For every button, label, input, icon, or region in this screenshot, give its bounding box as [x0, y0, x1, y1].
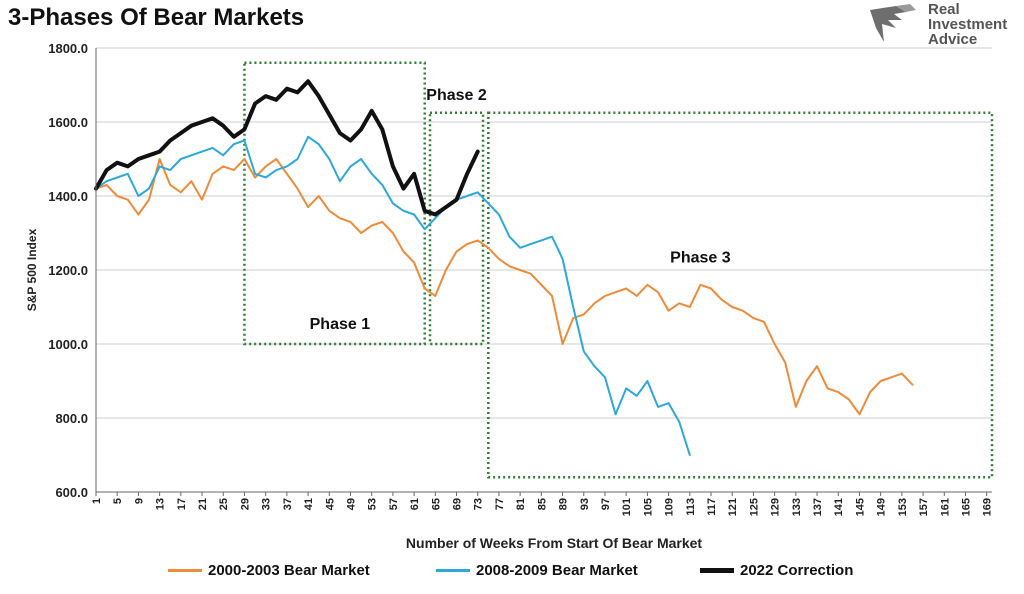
- x-tick-label: 9: [133, 498, 145, 504]
- x-tick-label: 105: [642, 498, 654, 516]
- x-tick-label: 25: [218, 498, 230, 510]
- x-tick-label: 13: [155, 498, 167, 510]
- legend-label: 2008-2009 Bear Market: [476, 562, 638, 579]
- legend-item-2022: 2022 Correction: [700, 562, 853, 579]
- y-tick-label: 1800.0: [48, 41, 88, 56]
- legend-swatch: [436, 569, 470, 572]
- x-tick-label: 17: [176, 498, 188, 510]
- legend-swatch: [168, 569, 202, 572]
- y-tick-label: 1200.0: [48, 263, 88, 278]
- legend-item-2000-2003: 2000-2003 Bear Market: [168, 562, 370, 579]
- phase-box: [487, 111, 994, 479]
- x-tick-label: 121: [727, 498, 739, 516]
- x-tick-label: 57: [388, 498, 400, 510]
- x-tick-label: 37: [282, 498, 294, 510]
- x-tick-label: 165: [960, 498, 972, 516]
- x-tick-label: 69: [452, 498, 464, 510]
- x-tick-label: 133: [791, 498, 803, 516]
- x-tick-label: 49: [345, 498, 357, 510]
- x-tick-label: 33: [261, 498, 273, 510]
- x-tick-label: 41: [303, 498, 315, 510]
- x-tick-label: 61: [409, 498, 421, 510]
- company-logo: Real Investment Advice: [866, 2, 1016, 48]
- x-tick-label: 109: [664, 498, 676, 516]
- series-line: [94, 79, 480, 217]
- y-tick-label: 800.0: [55, 411, 88, 426]
- x-tick-label: 81: [515, 498, 527, 510]
- series-line: [95, 135, 691, 456]
- x-tick-label: 77: [494, 498, 506, 510]
- x-tick-label: 97: [600, 498, 612, 510]
- x-tick-label: 65: [430, 498, 442, 510]
- phase-box: [428, 111, 485, 346]
- x-tick-label: 53: [367, 498, 379, 510]
- page-title: 3-Phases Of Bear Markets: [8, 4, 305, 31]
- x-tick-label: 113: [685, 498, 697, 516]
- x-tick-label: 45: [324, 498, 336, 510]
- logo-line-2: Investment: [928, 16, 1008, 33]
- x-tick-label: 161: [939, 498, 951, 516]
- y-tick-label: 1000.0: [48, 337, 88, 352]
- axes: [95, 48, 992, 496]
- phase-label: Phase 2: [426, 87, 487, 104]
- line-chart: 600.0 800.0 1000.0 1200.0 1400.0 1600.0 1800.0…: [25, 41, 994, 551]
- x-tick-label: 125: [748, 498, 760, 516]
- logo-line-3: Advice: [928, 31, 978, 48]
- x-axis-title: Number of Weeks From Start Of Bear Marke…: [406, 535, 702, 551]
- y-tick-label: 1600.0: [48, 115, 88, 130]
- x-tick-label: 21: [197, 498, 209, 510]
- phase-label: Phase 3: [670, 250, 731, 267]
- series-lines: [94, 79, 914, 456]
- y-axis-title: S&P 500 Index: [25, 228, 39, 311]
- x-tick-label: 73: [473, 498, 485, 510]
- phase-box: [243, 61, 426, 346]
- x-tick-label: 29: [239, 498, 251, 510]
- legend-swatch: [700, 568, 734, 573]
- axis-labels: 600.0 800.0 1000.0 1200.0 1400.0 1600.0 1800.0…: [25, 41, 994, 551]
- x-tick-label: 157: [918, 498, 930, 516]
- x-tick-label: 145: [854, 498, 866, 516]
- x-tick-label: 169: [982, 498, 994, 516]
- x-tick-label: 89: [558, 498, 570, 510]
- x-tick-label: 93: [579, 498, 591, 510]
- legend-item-2008-2009: 2008-2009 Bear Market: [436, 562, 638, 579]
- x-tick-label: 1: [91, 498, 103, 504]
- eagle-logo-icon: [870, 4, 916, 42]
- chart-legend: 2000-2003 Bear Market 2008-2009 Bear Mar…: [0, 562, 1024, 588]
- legend-label: 2022 Correction: [740, 562, 854, 579]
- x-tick-label: 153: [897, 498, 909, 516]
- x-tick-label: 101: [621, 498, 633, 516]
- x-tick-label: 141: [833, 498, 845, 516]
- y-tick-label: 600.0: [55, 485, 88, 500]
- x-tick-label: 129: [770, 498, 782, 516]
- x-tick-label: 85: [536, 498, 548, 510]
- series-line: [95, 158, 914, 416]
- y-tick-label: 1400.0: [48, 189, 88, 204]
- grid-lines: [96, 47, 992, 493]
- x-tick-label: 117: [706, 498, 718, 516]
- phase-boxes: [243, 61, 994, 479]
- x-tick-label: 5: [112, 498, 124, 504]
- legend-label: 2000-2003 Bear Market: [208, 562, 370, 579]
- x-tick-label: 149: [876, 498, 888, 516]
- logo-line-1: Real: [928, 1, 960, 18]
- x-tick-label: 137: [812, 498, 824, 516]
- phase-label: Phase 1: [310, 316, 371, 333]
